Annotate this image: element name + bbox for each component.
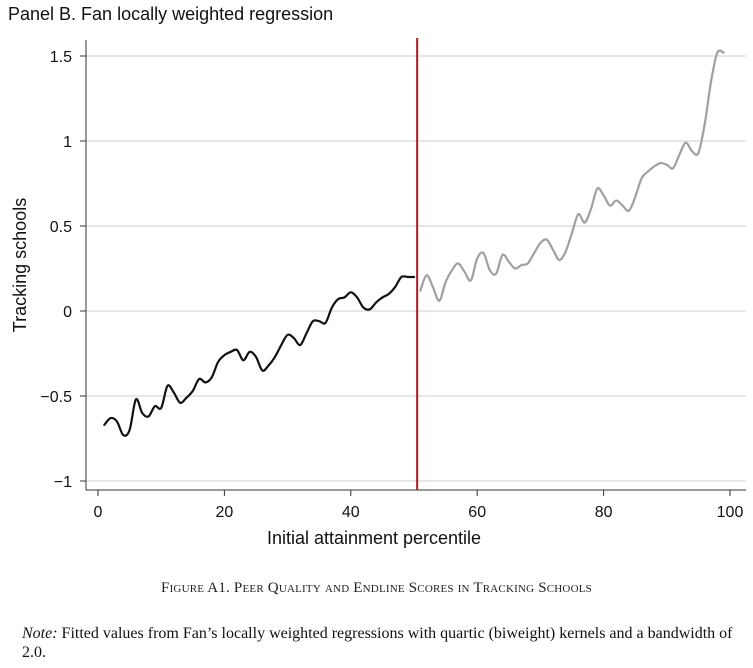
y-tick-label: 0 — [63, 304, 72, 321]
y-tick-label: 1 — [63, 134, 72, 151]
ticks: −1 −0.5 0 0.5 1 1.5 0 20 40 60 80 100 — [40, 49, 743, 521]
series — [103, 49, 725, 437]
x-tick-label: 40 — [342, 504, 360, 521]
x-tick-label: 80 — [595, 504, 613, 521]
y-tick-label: 1.5 — [50, 49, 72, 66]
panel-title: Panel B. Fan locally weighted regression — [8, 4, 334, 24]
y-tick-label: 0.5 — [50, 219, 72, 236]
axes — [85, 40, 746, 491]
figure-caption: Figure A1. Peer Quality and Endline Scor… — [161, 580, 592, 596]
x-tick-label: 60 — [468, 504, 486, 521]
note-label: Note: — [22, 625, 58, 642]
series-line-left — [103, 275, 416, 437]
x-tick-label: 0 — [94, 504, 103, 521]
fan-regression-chart: −1 −0.5 0 0.5 1 1.5 0 20 40 60 80 100 Initial attai… — [10, 38, 746, 548]
y-tick-label: −0.5 — [40, 389, 72, 406]
series-line-right — [419, 49, 725, 302]
y-axis-label: Tracking schools — [10, 198, 30, 332]
x-tick-label: 20 — [216, 504, 234, 521]
x-axis-label: Initial attainment percentile — [267, 528, 481, 548]
figure-note: Note: Fitted values from Fan’s locally w… — [22, 624, 742, 662]
gridlines — [86, 55, 746, 482]
y-tick-label: −1 — [54, 474, 72, 491]
note-text: Fitted values from Fan’s locally weighte… — [22, 625, 733, 661]
x-tick-label: 100 — [717, 504, 744, 521]
